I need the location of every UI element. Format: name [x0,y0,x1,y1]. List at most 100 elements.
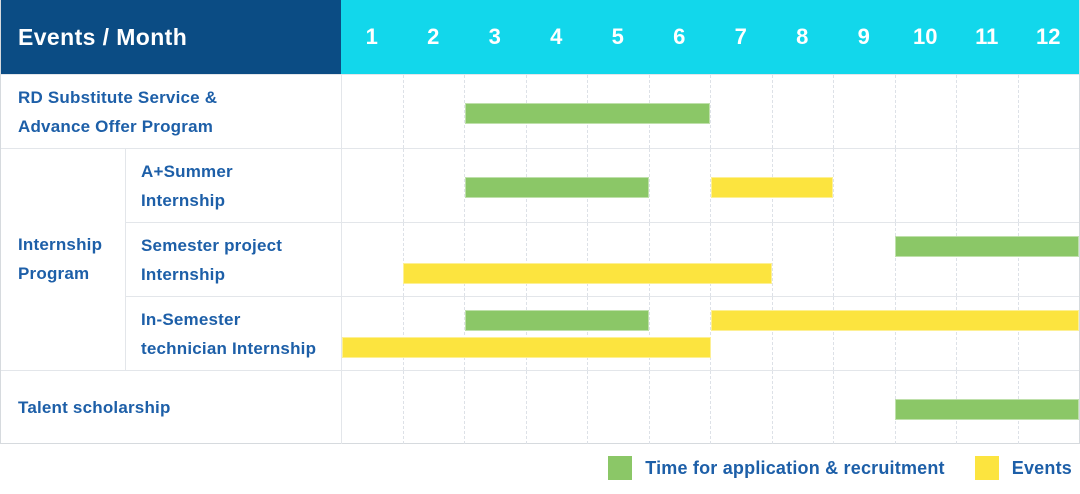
month-label-8: 8 [796,24,809,49]
month-gridline [402,371,465,444]
month-gridline [464,297,526,370]
month-gridline [402,75,465,148]
task-label-line: Talent scholarship [18,398,171,417]
month-gridline [648,297,711,370]
month-gridline [771,297,834,370]
month-gridline [833,371,895,444]
month-gridline [771,371,834,444]
month-gridline [710,75,772,148]
group-label-line: Internship [18,235,103,254]
month-gridline [525,223,588,296]
legend-item-events: Events [974,456,1072,480]
month-header: 1 2 3 4 5 6 7 8 9 10 11 12 [341,0,1079,74]
month-label-6: 6 [673,24,686,49]
month-gridline [771,75,834,148]
task-label-line: Advance Offer Program [18,116,214,136]
month-gridline [402,297,465,370]
month-label-9: 9 [857,24,870,49]
month-gridline [525,297,588,370]
bar-events [342,337,711,358]
month-gridline [771,223,834,296]
month-gridline [956,149,1018,222]
month-gridline [648,371,711,444]
task-row: RD Substitute Service & Advance Offer Pro… [1,74,1079,148]
legend-swatch-green [608,456,633,480]
month-gridline [342,149,403,222]
group-label-internship-program: Internship Program [1,148,126,370]
bar-events [710,310,1079,331]
month-label-7: 7 [734,24,747,49]
task-timeline [341,75,1079,148]
task-timeline [341,149,1079,222]
task-label-line: Semester project [141,235,283,255]
month-gridline [402,149,465,222]
legend-label-events: Events [1011,457,1072,478]
task-row: In-Semester technician Internship [1,296,1079,370]
month-label-12: 12 [1036,24,1061,49]
task-label-line: technician Internship [141,338,317,358]
month-gridline [342,297,403,370]
task-row: Talent scholarship [1,370,1079,444]
group-label-line: Program [18,264,90,283]
month-gridline [525,371,588,444]
month-gridline [342,371,403,444]
month-label-1: 1 [365,24,378,49]
bar-events [403,263,772,284]
month-gridline [587,297,649,370]
month-gridline [956,75,1018,148]
month-gridline [402,223,465,296]
table-header-row: Events / Month 1 2 3 4 5 6 7 8 9 10 11 12 [1,0,1079,74]
legend: Time for application & recruitment Event… [608,456,1072,480]
month-gridline [587,371,649,444]
task-timeline [341,222,1079,296]
task-label: A+Summer Internship [126,149,341,222]
month-gridline [894,149,957,222]
month-gridline [956,223,1018,296]
month-gridline [710,223,772,296]
bar-events [710,177,834,198]
month-gridline [1017,297,1080,370]
month-gridline [894,223,957,296]
bar-application-recruitment [894,236,1079,257]
month-gridline [710,149,772,222]
bar-application-recruitment [464,310,650,331]
month-label-10: 10 [913,24,938,49]
month-gridline [833,223,895,296]
month-gridline [1017,223,1080,296]
task-row: A+Summer Internship [1,148,1079,222]
month-gridline [710,371,772,444]
task-label-line: RD Substitute Service & [18,87,218,107]
month-gridline [587,223,649,296]
gantt-body: RD Substitute Service & Advance Offer Pro… [1,74,1079,444]
task-row: Semester project Internship [1,222,1079,296]
month-label-4: 4 [550,24,563,49]
bar-application-recruitment [464,103,711,124]
month-gridline [894,297,957,370]
month-gridline [464,223,526,296]
gantt-table: Events / Month 1 2 3 4 5 6 7 8 9 10 11 12 RD Substi… [0,0,1080,444]
month-gridline [833,75,895,148]
task-label: RD Substitute Service & Advance Offer Pro… [1,75,341,148]
month-gridline [1017,75,1080,148]
bar-application-recruitment [464,177,650,198]
task-timeline [341,296,1079,370]
legend-swatch-yellow [974,456,999,480]
task-label: Talent scholarship [1,371,341,444]
month-label-2: 2 [427,24,440,49]
task-timeline [341,371,1079,444]
bar-application-recruitment [894,399,1079,420]
month-gridline [1017,149,1080,222]
month-label-11: 11 [975,24,999,49]
task-label: Semester project Internship [126,222,341,296]
month-gridline [464,149,526,222]
month-label-3: 3 [488,24,501,49]
month-gridline [648,149,711,222]
month-gridline [894,75,957,148]
page-title: Events / Month [18,23,188,50]
legend-item-application-recruitment: Time for application & recruitment [608,456,945,480]
month-gridline [710,297,772,370]
month-gridline [833,297,895,370]
month-gridline [464,75,526,148]
month-gridline [833,149,895,222]
